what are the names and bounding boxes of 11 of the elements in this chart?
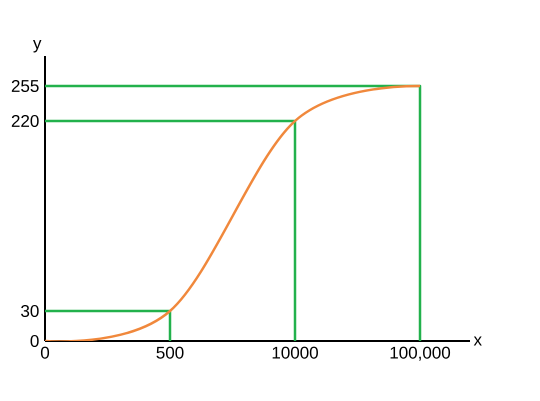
x-tick-label: 100,000 [390,346,450,361]
line-series [45,84,422,341]
y-tick-label: 220 [12,114,39,128]
y-tick-label: 255 [12,80,39,92]
x-tick-label: 0 [40,346,50,359]
x-tick-label: 10000 [272,346,318,359]
y-tick-label: 30 [21,304,39,318]
y-axis-title: y [33,40,42,52]
x-axis-title: x [474,336,482,346]
x-tick-label: 500 [156,346,184,359]
y-tick-label: 0 [30,334,39,348]
